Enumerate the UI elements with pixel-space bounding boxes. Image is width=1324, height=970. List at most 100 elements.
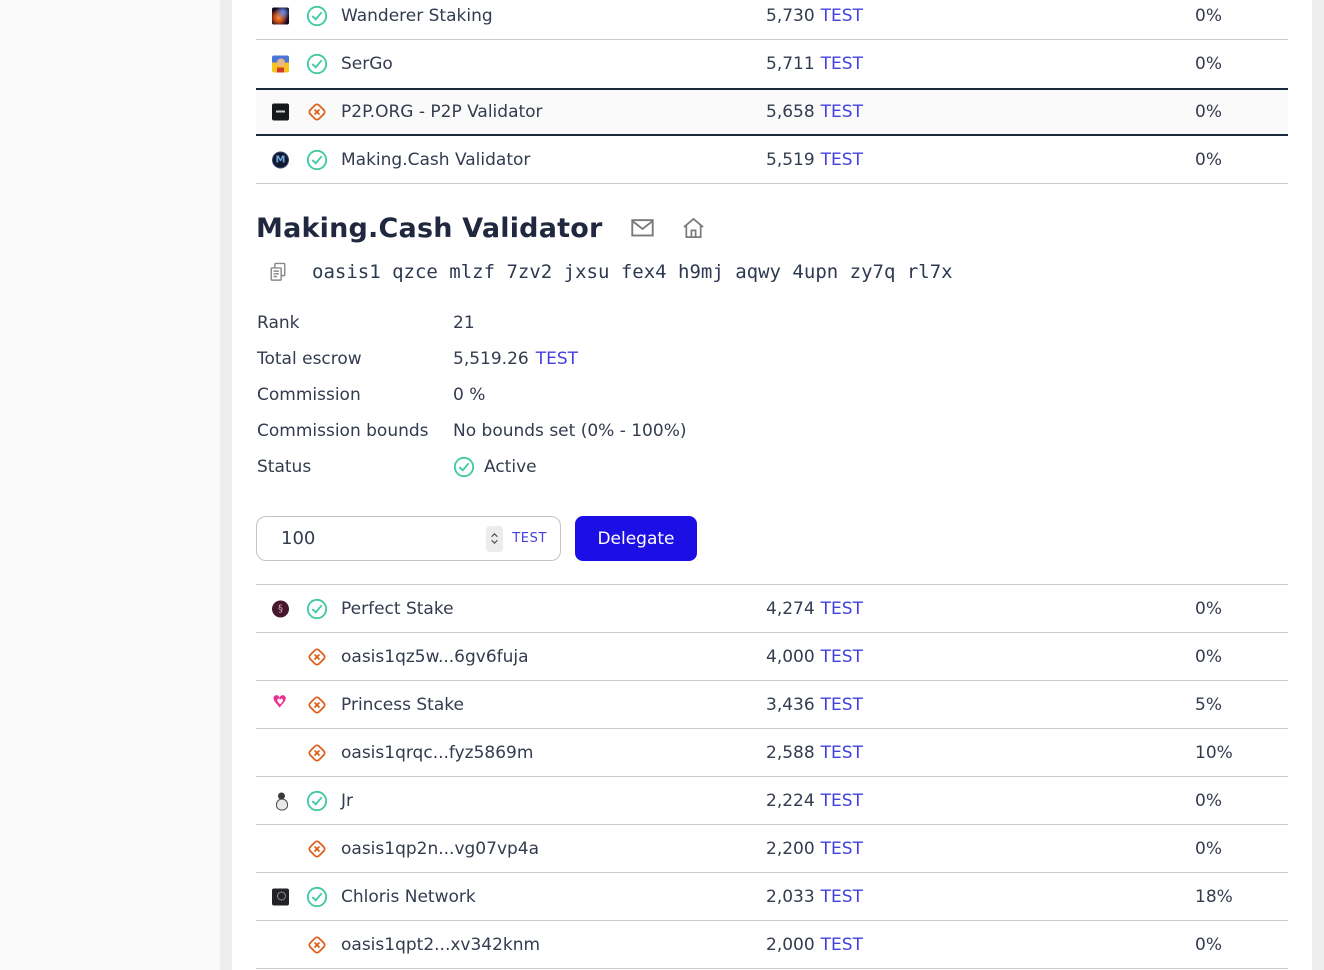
commission-value: 0 % (453, 385, 486, 405)
validator-address: oasis1 qzce mlzf 7zv2 jxsu fex4 h9mj aqw… (312, 261, 953, 283)
escrow-amount: 4,000 TEST (766, 647, 863, 667)
validator-row[interactable]: oasis1qz5w...6gv6fuja 4,000 TEST 0% (256, 633, 1288, 681)
status-unknown-diamond-icon (306, 694, 328, 716)
commission-fee: 0% (1195, 838, 1222, 859)
status-label: Status (257, 457, 312, 477)
chloris-avatar (272, 888, 289, 905)
commission-fee: 0% (1195, 149, 1222, 170)
validator-name: oasis1qp2n...vg07vp4a (341, 838, 540, 859)
validator-row[interactable]: Wanderer Staking 5,730 TEST 0% (256, 0, 1288, 40)
commission-fee: 0% (1195, 934, 1222, 955)
commission-fee: 0% (1195, 646, 1222, 667)
status-unknown-diamond-icon (306, 646, 328, 668)
validator-name: Perfect Stake (341, 598, 454, 619)
commission-label: Commission (257, 385, 361, 405)
penguin-avatar (272, 792, 289, 810)
main-panel: Wanderer Staking 5,730 TEST 0% SerGo 5,71… (232, 0, 1312, 970)
commission-fee: 5% (1195, 694, 1222, 715)
status-active-check-icon (306, 790, 328, 812)
escrow-amount: 2,224 TEST (766, 791, 863, 811)
perfect-stake-avatar (272, 600, 289, 617)
heart-avatar (272, 694, 289, 713)
commission-bounds-label: Commission bounds (257, 421, 429, 441)
escrow-number: 3,436 (766, 694, 815, 715)
status-active-check-icon (306, 53, 328, 75)
validator-name: Princess Stake (341, 694, 464, 715)
validator-row[interactable]: oasis1qp2n...vg07vp4a 2,200 TEST 0% (256, 825, 1288, 873)
status-active-check-icon (306, 598, 328, 620)
amount-field: TEST (256, 516, 561, 561)
status-unknown-diamond-icon (306, 101, 328, 123)
currency-ticker: TEST (820, 102, 863, 122)
commission-fee: 0% (1195, 102, 1222, 122)
escrow-number: 2,033 (766, 886, 815, 907)
address-row: oasis1 qzce mlzf 7zv2 jxsu fex4 h9mj aqw… (269, 258, 953, 286)
email-icon[interactable] (630, 219, 654, 237)
status-active-check-icon (453, 456, 475, 478)
validator-name: Jr (341, 790, 354, 811)
total-escrow-label: Total escrow (257, 349, 362, 369)
p2p-avatar (272, 103, 289, 121)
status-value: Active (453, 456, 537, 478)
currency-ticker: TEST (820, 598, 863, 619)
escrow-number: 2,224 (766, 790, 815, 811)
commission-fee: 0% (1195, 5, 1222, 26)
currency-ticker: TEST (820, 5, 863, 26)
commission-fee: 18% (1195, 886, 1233, 907)
validator-name: Chloris Network (341, 886, 476, 907)
escrow-number: 4,000 (766, 646, 815, 667)
currency-ticker: TEST (820, 742, 863, 763)
commission-fee: 0% (1195, 790, 1222, 811)
currency-ticker: TEST (820, 54, 863, 74)
making-cash-avatar (272, 151, 289, 168)
escrow-amount: 5,730 TEST (766, 6, 863, 26)
amount-currency-label: TEST (512, 531, 547, 546)
validator-name: SerGo (341, 54, 393, 74)
escrow-number: 2,588 (766, 742, 815, 763)
escrow-amount: 5,711 TEST (766, 54, 863, 74)
validator-row[interactable]: Chloris Network 2,033 TEST 18% (256, 873, 1288, 921)
validator-row[interactable]: oasis1qpt2...xv342knm 2,000 TEST 0% (256, 921, 1288, 969)
commission-fee: 0% (1195, 598, 1222, 619)
escrow-amount: 2,000 TEST (766, 935, 863, 955)
currency-ticker: TEST (820, 646, 863, 667)
home-icon[interactable] (682, 217, 705, 239)
escrow-number: 5,519 (766, 149, 815, 170)
escrow-number: 5,711 (766, 54, 815, 74)
validator-row[interactable]: SerGo 5,711 TEST 0% (256, 40, 1288, 88)
escrow-amount: 2,033 TEST (766, 887, 863, 907)
escrow-amount: 5,519 TEST (766, 150, 863, 170)
validator-row[interactable]: oasis1qrqc...fyz5869m 2,588 TEST 10% (256, 729, 1288, 777)
escrow-number: 2,200 (766, 838, 815, 859)
amount-input[interactable] (281, 528, 487, 549)
delegate-button[interactable]: Delegate (575, 516, 697, 561)
validator-header: Making.Cash Validator (256, 204, 705, 252)
validator-details: Rank 21 Total escrow 5,519.26 TEST Commis… (257, 305, 686, 485)
copy-address-icon[interactable] (269, 262, 287, 282)
status-unknown-diamond-icon (306, 838, 328, 860)
validator-name: Wanderer Staking (341, 5, 493, 26)
delegate-form: TEST Delegate (256, 516, 697, 561)
validator-row[interactable]: Jr 2,224 TEST 0% (256, 777, 1288, 825)
currency-ticker: TEST (820, 886, 863, 907)
escrow-number: 5,658 (766, 102, 815, 122)
escrow-amount: 2,200 TEST (766, 839, 863, 859)
left-sidebar (0, 0, 220, 970)
page-title: Making.Cash Validator (256, 212, 603, 244)
status-active-check-icon (306, 886, 328, 908)
escrow-amount: 5,658 TEST (766, 102, 863, 122)
amount-stepper[interactable] (486, 525, 504, 552)
escrow-number: 5,730 (766, 5, 815, 26)
currency-ticker: TEST (820, 934, 863, 955)
total-escrow-value: 5,519.26 TEST (453, 349, 578, 369)
validator-row[interactable]: P2P.ORG - P2P Validator 5,658 TEST 0% (256, 88, 1288, 136)
commission-fee: 0% (1195, 54, 1222, 74)
currency-ticker: TEST (820, 790, 863, 811)
escrow-amount: 4,274 TEST (766, 599, 863, 619)
total-escrow-number: 5,519.26 (453, 349, 529, 369)
currency-ticker: TEST (820, 694, 863, 715)
